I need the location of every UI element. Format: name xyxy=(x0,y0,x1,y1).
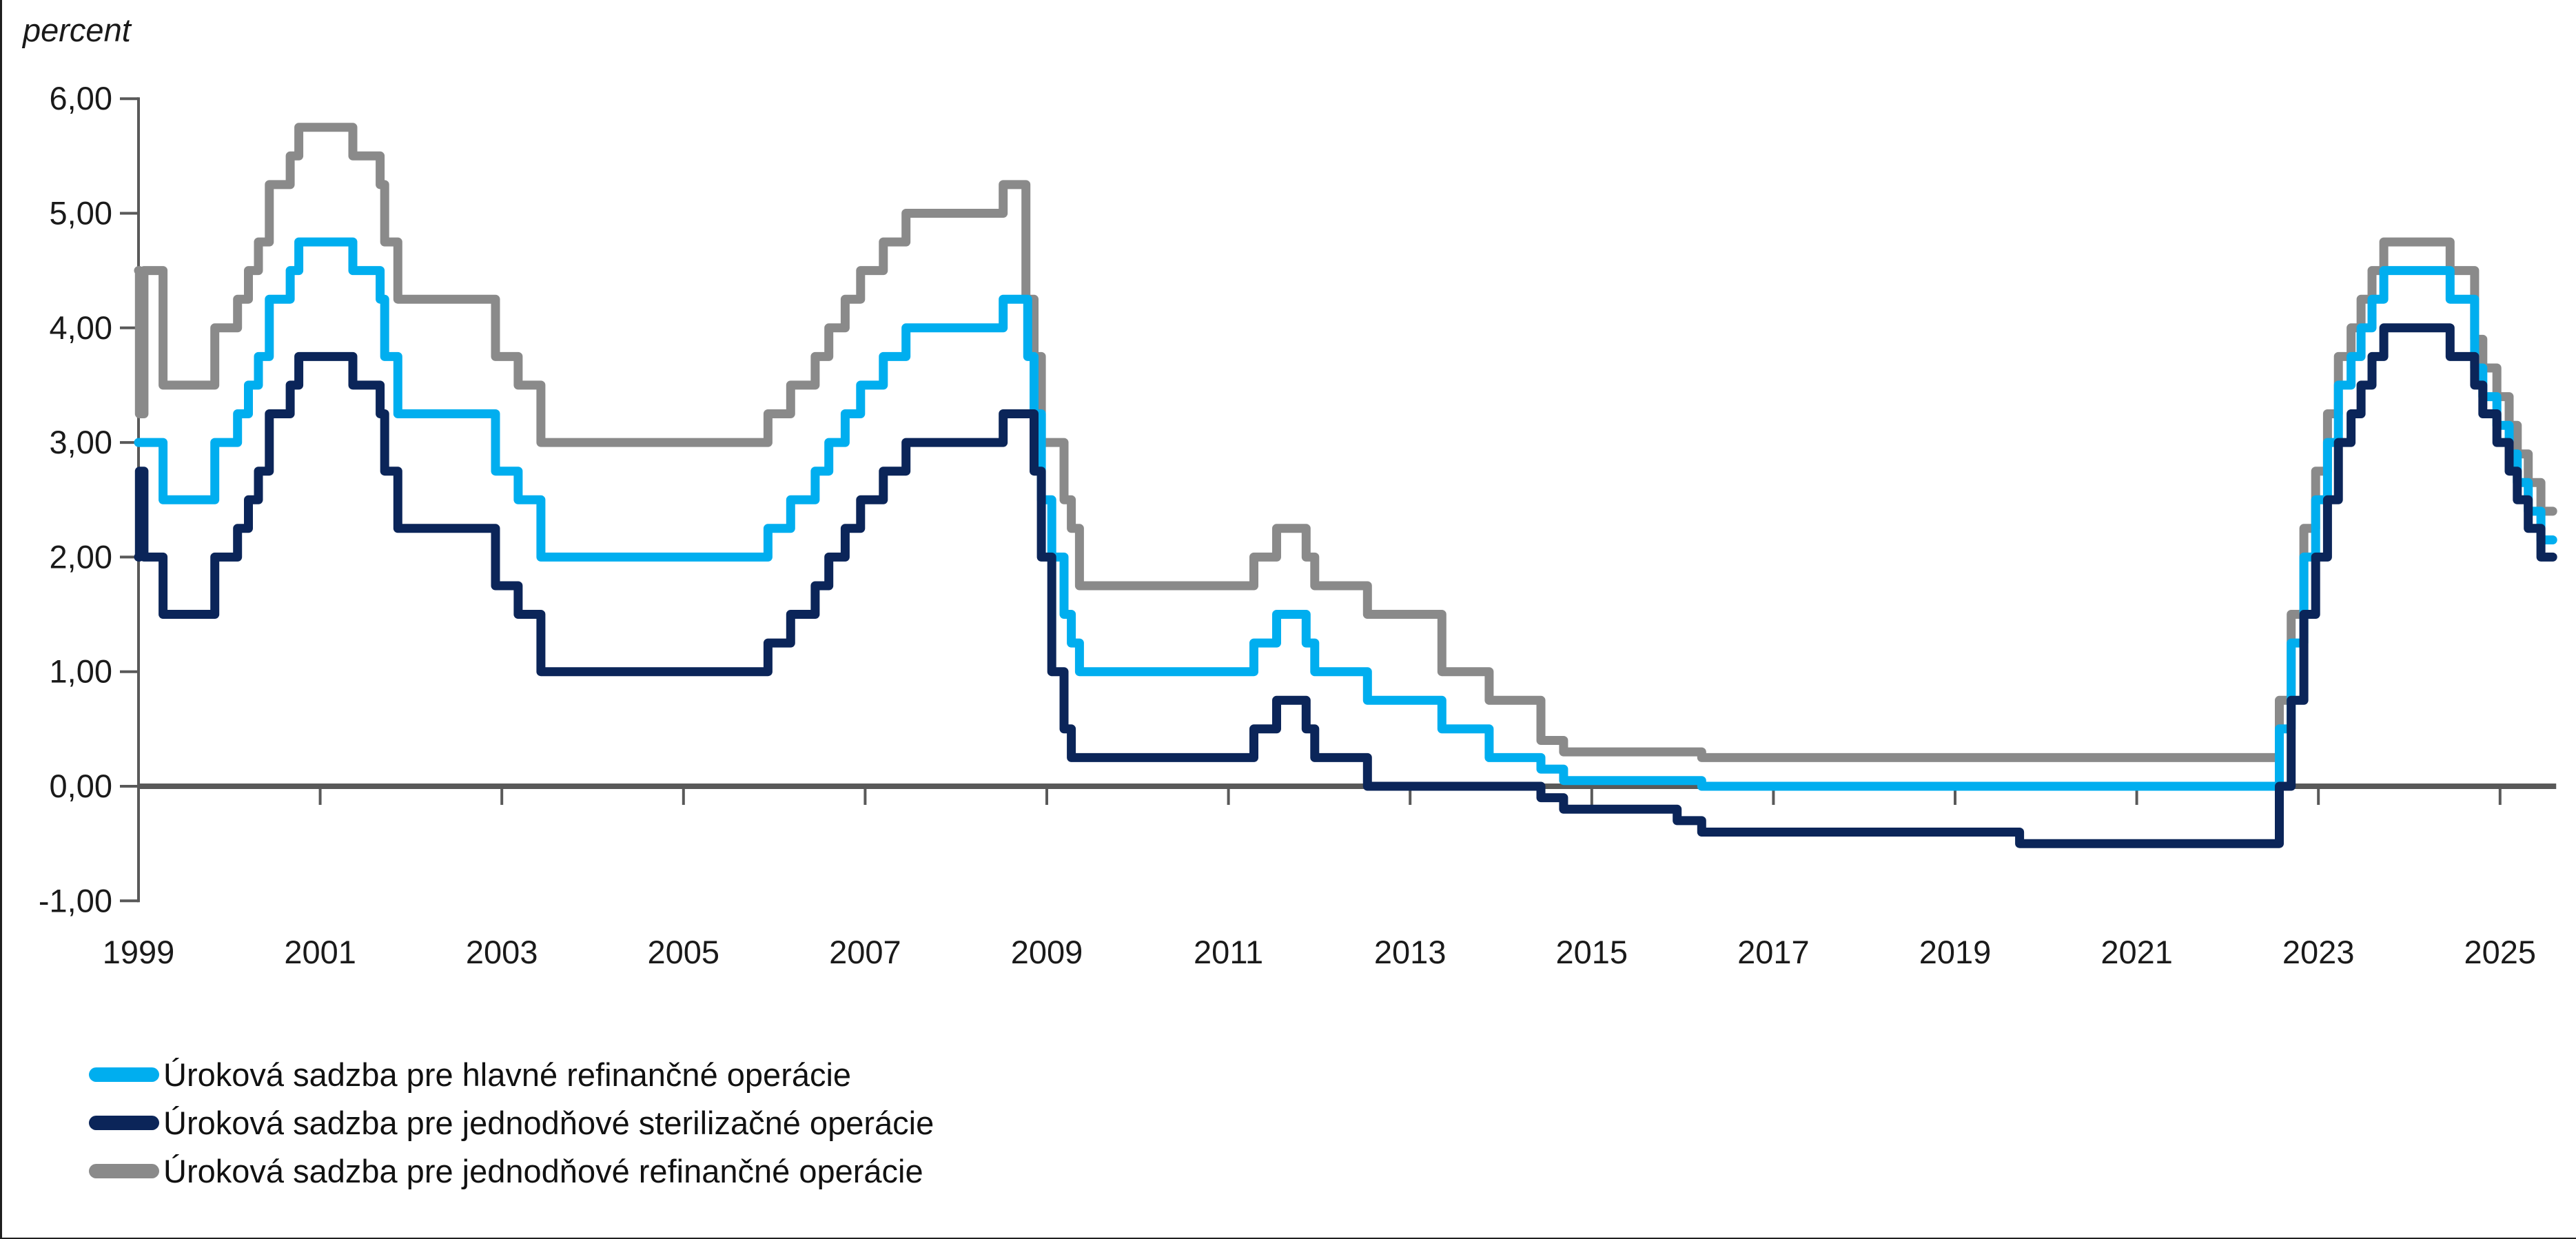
y-axis-unit-label: percent xyxy=(23,12,131,48)
x-axis-tick-label: 2015 xyxy=(1556,934,1628,970)
x-axis-tick-label: 2023 xyxy=(2282,934,2355,970)
y-axis-tick-label: 0,00 xyxy=(50,768,112,804)
x-axis-tick-label: 2017 xyxy=(1737,934,1810,970)
marginal-line-swatch-icon xyxy=(89,1163,159,1178)
series-line-marginal xyxy=(134,123,2557,762)
x-axis-tick-label: 2009 xyxy=(1011,934,1083,970)
legend-label-mro: Úroková sadzba pre hlavné refinančné ope… xyxy=(163,1056,852,1093)
series-line-deposit xyxy=(134,323,2557,848)
series-line-mro xyxy=(134,237,2557,791)
x-axis-tick-label: 2007 xyxy=(829,934,901,970)
y-axis-tick-label: 5,00 xyxy=(50,195,112,232)
x-axis-tick-label: 1999 xyxy=(103,934,175,970)
legend-label-deposit: Úroková sadzba pre jednodňové sterilizač… xyxy=(163,1104,934,1141)
y-axis-tick-label: 3,00 xyxy=(50,424,112,460)
x-axis-tick-label: 2003 xyxy=(466,934,538,970)
x-axis-tick-label: 2021 xyxy=(2100,934,2173,970)
y-axis-tick-label: 1,00 xyxy=(50,653,112,690)
y-axis-tick-label: 6,00 xyxy=(50,80,112,116)
rates-step-chart: 6,00 5,00 4,00 3,00 2,00 1,00 0,00 -1,00 1999 200… xyxy=(39,80,2557,970)
legend-label-marginal: Úroková sadzba pre jednodňové refinančné… xyxy=(163,1152,923,1189)
x-axis-tick-label: 2019 xyxy=(1919,934,1992,970)
x-axis-tick-label: 2005 xyxy=(648,934,720,970)
x-axis-tick-label: 2013 xyxy=(1374,934,1447,970)
legend-item-mro: Úroková sadzba pre hlavné refinančné ope… xyxy=(89,1050,934,1098)
y-axis-tick-label: 2,00 xyxy=(50,538,112,575)
y-axis-tick-label: -1,00 xyxy=(39,882,112,919)
legend: Úroková sadzba pre hlavné refinančné ope… xyxy=(89,1050,934,1195)
mro-line-swatch-icon xyxy=(89,1067,159,1082)
x-axis-tick-label: 2001 xyxy=(284,934,356,970)
x-axis-tick-label: 2011 xyxy=(1194,934,1263,970)
x-axis-tick-label: 2025 xyxy=(2464,934,2537,970)
legend-item-marginal: Úroková sadzba pre jednodňové refinančné… xyxy=(89,1147,934,1195)
legend-item-deposit: Úroková sadzba pre jednodňové sterilizač… xyxy=(89,1098,934,1147)
y-axis-tick-label: 4,00 xyxy=(50,309,112,346)
deposit-line-swatch-icon xyxy=(89,1115,159,1130)
